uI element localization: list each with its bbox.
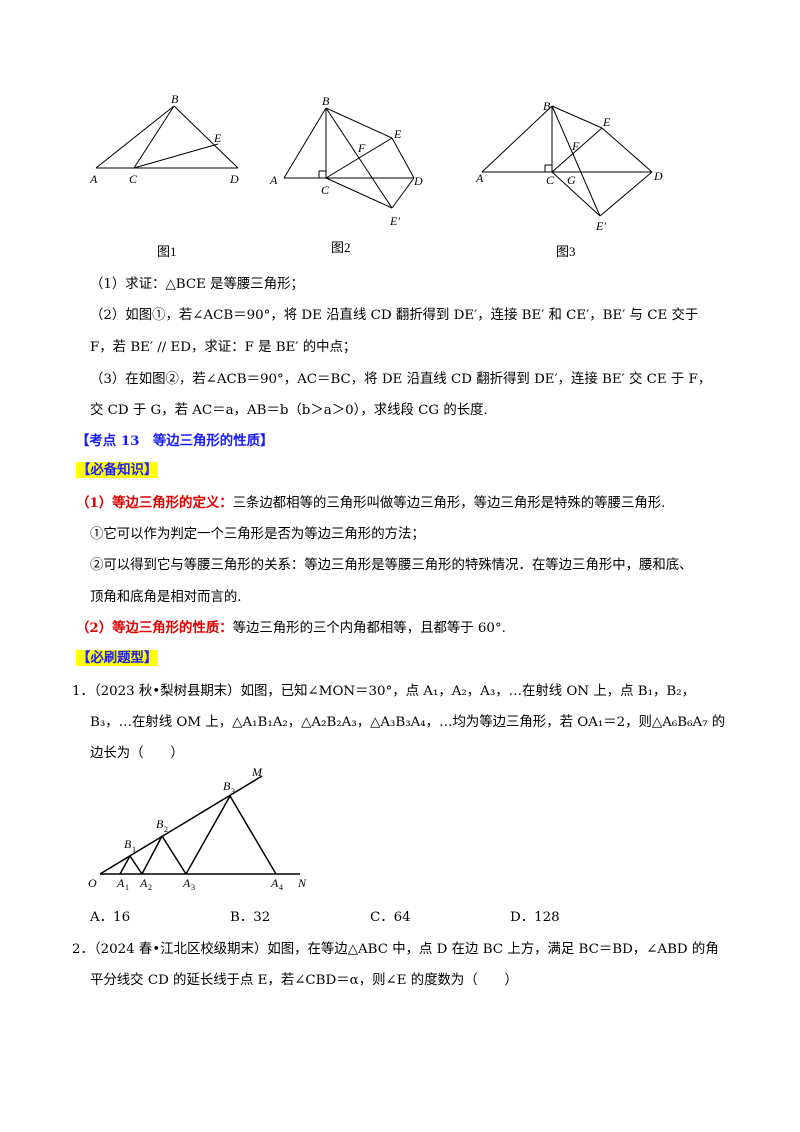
fig1-label-C: C (129, 172, 138, 186)
fig3-label-C: C (546, 173, 555, 187)
fig3-label-G: G (567, 173, 576, 187)
fig2-label-B: B (322, 94, 330, 108)
practice-tag: 【必刷题型】 (76, 650, 159, 666)
question-2-line-2: 平分线交 CD 的延长线于点 E，若∠CBD＝α，则∠E 的度数为（ ） (90, 973, 518, 988)
fig1-label-E: E (213, 131, 222, 145)
fig4-label-B2: B (156, 817, 164, 831)
fig4-label-A2: A (139, 876, 148, 890)
knowledge-tag-row: 【必备知识】 (76, 460, 159, 481)
fig2-label-F: F (357, 141, 366, 155)
fig4-label-A4: A (270, 876, 279, 890)
section-heading: 【考点 13 等边三角形的性质】 (76, 433, 274, 449)
figure-2: A B C D E F E′ (266, 92, 436, 232)
fig2-label-A: A (269, 173, 278, 187)
question-1-line-2: B₃，…在射线 OM 上，△A₁B₁A₂，△A₂B₂A₃，△A₃B₃A₄，…均为… (90, 715, 726, 730)
fig1-label-A: A (89, 172, 98, 186)
problem-part-2-line-1: （2）如图①，若∠ACB＝90°，将 DE 沿直线 CD 翻折得到 DE′，连接… (90, 308, 699, 323)
figure-1: A B C D E (86, 92, 246, 192)
option-a[interactable]: A．16 (90, 910, 131, 925)
fig1-label-B: B (171, 92, 179, 106)
fig4-label-B3: B (223, 779, 231, 793)
fig4-label-B1: B (124, 837, 132, 851)
fig4-label-O: O (88, 876, 97, 890)
option-c[interactable]: C．64 (370, 910, 411, 925)
fig4-label-M: M (251, 765, 263, 779)
definition-label: （1）等边三角形的定义： (76, 495, 233, 511)
point-2-line-2: 顶角和底角是相对而言的. (90, 590, 242, 605)
figure-2-caption: 图2 (331, 240, 351, 255)
point-2-line-1: ②可以得到它与等腰三角形的关系：等边三角形是等腰三角形的特殊情况．在等边三角形中… (90, 558, 693, 573)
fig3-label-D: D (653, 169, 663, 183)
practice-tag-row: 【必刷题型】 (76, 648, 159, 669)
property-line: （2）等边三角形的性质：等边三角形的三个内角都相等，且都等于 60°. (76, 618, 506, 639)
question-1-line-3: 边长为（ ） (90, 746, 184, 761)
fig4-sub-1: 1 (125, 883, 129, 892)
fig3-label-E: E (602, 115, 611, 129)
problem-part-1: （1）求证：△BCE 是等腰三角形； (90, 277, 304, 292)
question-2-line-1: 2．（2024 春•江北区校级期末）如图，在等边△ABC 中，点 D 在边 BC… (72, 942, 719, 957)
property-label: （2）等边三角形的性质： (76, 620, 233, 636)
problem-part-3-line-1: （3）在如图②，若∠ACB＝90°，AC＝BC，将 DE 沿直线 CD 翻折得到… (90, 372, 712, 387)
problem-part-3-line-2: 交 CD 于 G，若 AC＝a，AB＝b（b＞a＞0），求线段 CG 的长度. (90, 403, 488, 418)
fig4-sub-3: 3 (191, 883, 195, 892)
fig3-label-A: A (475, 171, 484, 185)
fig4-sub-4: 4 (279, 883, 283, 892)
figure-1-caption: 图1 (157, 244, 177, 259)
fig2-label-C: C (321, 183, 330, 197)
fig3-label-E-prime: E′ (595, 219, 606, 233)
property-text: 等边三角形的三个内角都相等，且都等于 60°. (232, 621, 506, 636)
option-b[interactable]: B．32 (230, 910, 271, 925)
question-1-line-1: 1．（2023 秋•梨树县期末）如图，已知∠MON＝30°，点 A₁，A₂，A₃… (72, 684, 695, 699)
definition-line: （1）等边三角形的定义：三条边都相等的三角形叫做等边三角形，等边三角形是特殊的等… (76, 493, 665, 514)
fig2-label-D: D (413, 174, 423, 188)
figure-3: A B C G D E F E′ (472, 92, 672, 233)
fig1-label-D: D (229, 172, 239, 186)
point-1: ①它可以作为判定一个三角形是否为等边三角形的方法； (90, 527, 425, 542)
fig2-label-E: E (393, 127, 402, 141)
fig3-label-F: F (571, 139, 580, 153)
fig4-sub-b3: 3 (231, 787, 235, 796)
fig4-label-A3: A (182, 876, 191, 890)
figure-3-caption: 图3 (556, 244, 576, 259)
definition-text: 三条边都相等的三角形叫做等边三角形，等边三角形是特殊的等腰三角形. (232, 496, 666, 511)
figure-4: O A 1 A 2 A 3 A 4 N B 1 B 2 B 3 M (86, 765, 326, 896)
fig4-label-A1: A (116, 876, 125, 890)
fig3-label-B: B (543, 99, 551, 113)
fig4-sub-b1: 1 (132, 845, 136, 854)
option-d[interactable]: D．128 (510, 910, 560, 925)
knowledge-tag: 【必备知识】 (76, 462, 159, 478)
fig2-label-E-prime: E′ (389, 214, 400, 228)
fig4-sub-2: 2 (148, 883, 152, 892)
problem-part-2-line-2: F，若 BE′ // ED，求证：F 是 BE′ 的中点； (90, 340, 357, 355)
fig4-label-N: N (297, 876, 307, 890)
fig4-sub-b2: 2 (164, 825, 168, 834)
